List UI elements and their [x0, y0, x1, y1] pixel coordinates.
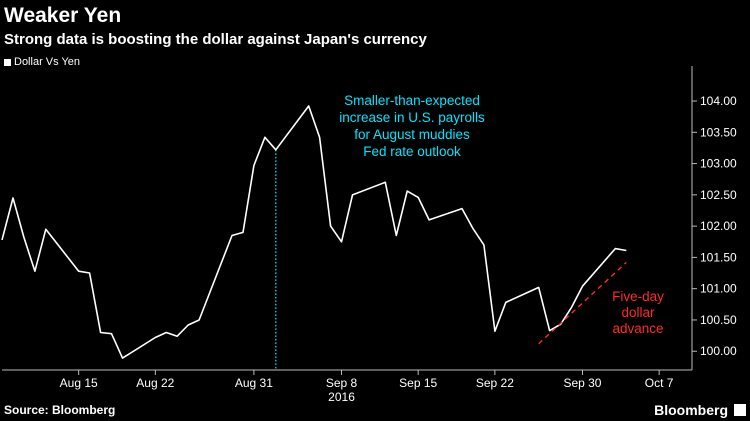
y-tick-label: 102.50 [700, 188, 737, 202]
x-tick-label: Sep 30 [563, 376, 601, 390]
brand-label: Bloomberg [654, 402, 728, 418]
x-tick-label: Aug 15 [60, 376, 98, 390]
y-tick-label: 100.50 [700, 313, 737, 327]
x-year-label: 2016 [328, 390, 355, 404]
trend-annotation-label: Five-day dollar advance [612, 289, 664, 336]
trend-dashed-line [538, 261, 627, 345]
y-tick-label: 100.00 [700, 344, 737, 358]
legend-swatch [4, 58, 11, 66]
bloomberg-logo-icon [734, 404, 746, 416]
chart-subtitle: Strong data is boosting the dollar again… [4, 31, 427, 48]
x-tick-label: Oct 7 [645, 376, 674, 390]
y-tick-label: 101.00 [700, 282, 737, 296]
y-tick-label: 101.50 [700, 250, 737, 264]
series-line-dollar-vs-yen [1, 105, 627, 359]
y-tick-label: 103.50 [700, 125, 737, 139]
x-tick-label: Aug 22 [136, 376, 174, 390]
x-tick-label: Sep 15 [399, 376, 437, 390]
chart-title: Weaker Yen [4, 4, 122, 27]
x-tick-label: Sep 8 [326, 376, 358, 390]
x-tick-label: Sep 22 [476, 376, 514, 390]
source-note: Source: Bloomberg [4, 403, 116, 417]
y-tick-label: 103.00 [700, 157, 737, 171]
legend: Dollar Vs Yen [4, 56, 80, 68]
event-annotation-label: Smaller-than-expected increase in U.S. pa… [339, 93, 485, 159]
legend-label: Dollar Vs Yen [14, 56, 81, 68]
x-tick-label: Aug 31 [235, 376, 273, 390]
y-tick-label: 104.00 [700, 94, 737, 108]
y-tick-label: 102.00 [700, 219, 737, 233]
